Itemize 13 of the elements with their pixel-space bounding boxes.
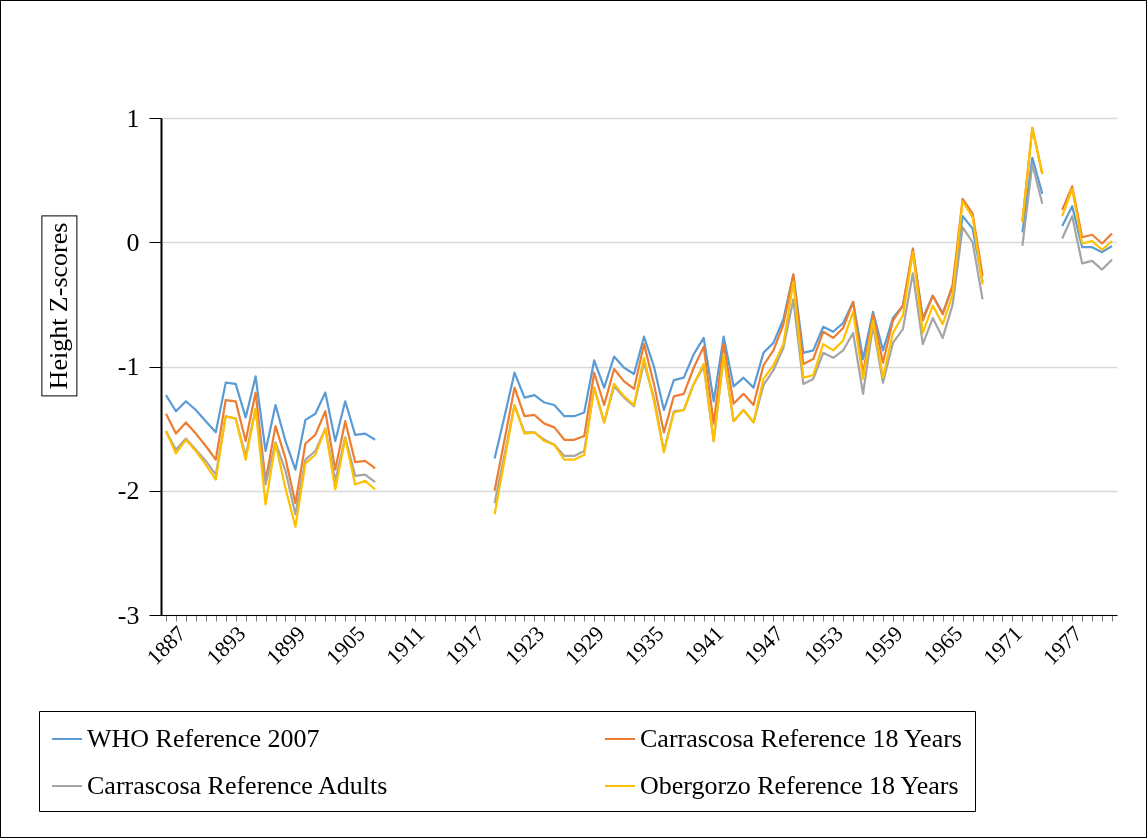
y-tick-label: 1 [126,103,140,133]
y-tick-label: -3 [117,600,140,630]
y-tick-label: 0 [126,227,140,257]
y-tick-label: -2 [117,476,140,506]
y-axis-title: Height Z-scores [40,215,77,397]
legend-label: Carrascosa Reference 18 Years [640,724,962,753]
y-tick-label: -1 [117,352,140,381]
x-tick-label: 1941 [679,620,729,670]
x-tick-label: 1911 [381,621,430,670]
legend-label: Carrascosa Reference Adults [87,771,388,800]
legend-label: WHO Reference 2007 [87,724,320,753]
x-tick-label: 1971 [978,620,1028,670]
legend-label: Obergorzo Reference 18 Years [640,771,959,800]
